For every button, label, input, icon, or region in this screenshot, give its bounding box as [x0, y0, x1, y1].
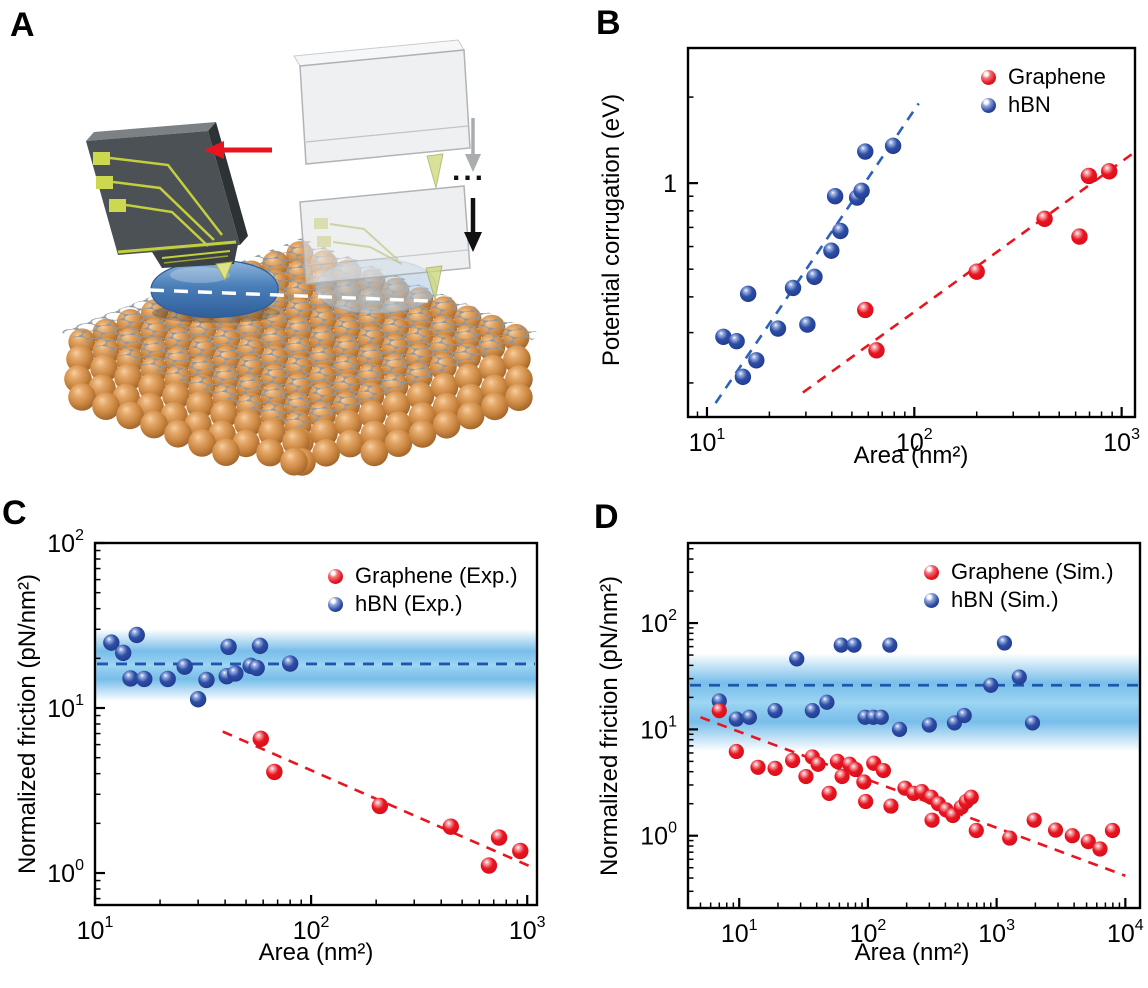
- contact-pad-icon: [109, 199, 126, 212]
- y-axis-label-d: Normalized friction (pN/nm²): [596, 575, 623, 877]
- scatter-points-graphene: [252, 730, 529, 874]
- y-tick-label: 100: [640, 820, 677, 851]
- hbn-marker-icon: [981, 97, 996, 113]
- x-tick-label: 101: [77, 914, 114, 945]
- graphene-trend-line: [700, 716, 1126, 877]
- afm-tip-icon: [215, 261, 233, 282]
- panel-label-b: B: [596, 4, 621, 42]
- y-axis-label-c: Normalized friction (pN/nm²): [14, 573, 41, 875]
- x-axis-label-d: Area (nm²): [854, 939, 970, 966]
- legend-item-hbn-sim: hBN (Sim.): [924, 586, 1114, 614]
- graphene-marker-icon: [328, 568, 343, 584]
- x-tick-label: 104: [1107, 917, 1144, 948]
- y-tick-label: 100: [47, 857, 84, 888]
- graphene-trend-line: [802, 151, 1135, 394]
- y-tick-label: 101: [47, 692, 84, 723]
- ellipsis-dots: ...: [452, 154, 487, 187]
- graphene-marker-icon: [924, 564, 939, 580]
- scatter-points-hbn: [715, 137, 902, 386]
- legend-b: Graphene hBN: [981, 63, 1106, 119]
- red-arrow-left: [204, 141, 272, 159]
- ghost-cantilever-upper: [293, 39, 471, 189]
- legend-item-hbn-exp: hBN (Exp.): [328, 590, 518, 618]
- legend-label: hBN (Exp.): [355, 591, 463, 616]
- hbn-marker-icon: [328, 596, 343, 612]
- x-tick-label: 102: [293, 914, 330, 945]
- scatter-points-graphene: [711, 703, 1121, 857]
- legend-label: hBN (Sim.): [951, 587, 1059, 612]
- x-axis-label-c: Area (nm²): [258, 939, 374, 966]
- x-tick-label: 101: [721, 917, 758, 948]
- x-tick-label: 103: [978, 917, 1015, 948]
- x-tick-label: 103: [509, 914, 546, 945]
- plot-border: [686, 541, 1142, 910]
- x-tick-label: 102: [896, 426, 933, 457]
- legend-label: Graphene: [1008, 64, 1106, 89]
- y-tick-label: 102: [640, 607, 677, 638]
- droplet-highlight: [170, 267, 230, 283]
- x-tick-label: 103: [1103, 426, 1140, 457]
- y-tick-label: 102: [47, 527, 84, 558]
- ghost-tip-lower-icon: [425, 265, 443, 301]
- circuit-trace-icon: [125, 203, 209, 247]
- plot-border: [93, 541, 539, 907]
- panel-a-illustration: [60, 39, 545, 476]
- circuit-trace-icon: [109, 156, 223, 236]
- graphene-marker-icon: [981, 69, 996, 85]
- black-arrow-down: [464, 198, 482, 252]
- circuit-trace-icon: [112, 180, 215, 241]
- legend-item-graphene: Graphene: [981, 63, 1106, 91]
- circuit-trace-icon: [117, 240, 237, 254]
- panel-label-a: A: [10, 6, 35, 44]
- hbn-marker-icon: [924, 592, 939, 608]
- plot-border: [686, 46, 1137, 419]
- legend-item-graphene-sim: Graphene (Sim.): [924, 558, 1114, 586]
- ghost-tip-upper-icon: [426, 153, 444, 189]
- y-tick-label: 101: [640, 713, 677, 744]
- scatter-points-hbn: [711, 635, 1041, 737]
- legend-item-hbn: hBN: [981, 91, 1106, 119]
- uncertainty-band: [689, 653, 1139, 752]
- legend-c: Graphene (Exp.) hBN (Exp.): [328, 562, 518, 618]
- panel-label-c: C: [2, 494, 27, 532]
- legend-label: Graphene (Sim.): [951, 559, 1114, 584]
- ghost-cantilever-lower: [299, 185, 471, 301]
- legend-item-graphene-exp: Graphene (Exp.): [328, 562, 518, 590]
- gray-arrow-down: [465, 118, 481, 172]
- legend-label: hBN: [1008, 92, 1051, 117]
- x-axis-label-b: Area (nm²): [853, 442, 969, 469]
- contact-pad-icon: [96, 176, 113, 189]
- scatter-points-graphene: [857, 163, 1118, 359]
- contact-pad-icon: [93, 152, 110, 165]
- y-axis-label-b: Potential corrugation (eV): [598, 93, 625, 367]
- legend-label: Graphene (Exp.): [355, 563, 518, 588]
- legend-d: Graphene (Sim.) hBN (Sim.): [924, 558, 1114, 614]
- scatter-points-hbn: [103, 626, 299, 708]
- hbn-trend-line: [714, 102, 920, 404]
- x-tick-label: 102: [850, 917, 887, 948]
- y-tick-label: 1: [663, 170, 677, 198]
- x-tick-label: 101: [689, 426, 726, 457]
- panel-label-d: D: [594, 498, 619, 536]
